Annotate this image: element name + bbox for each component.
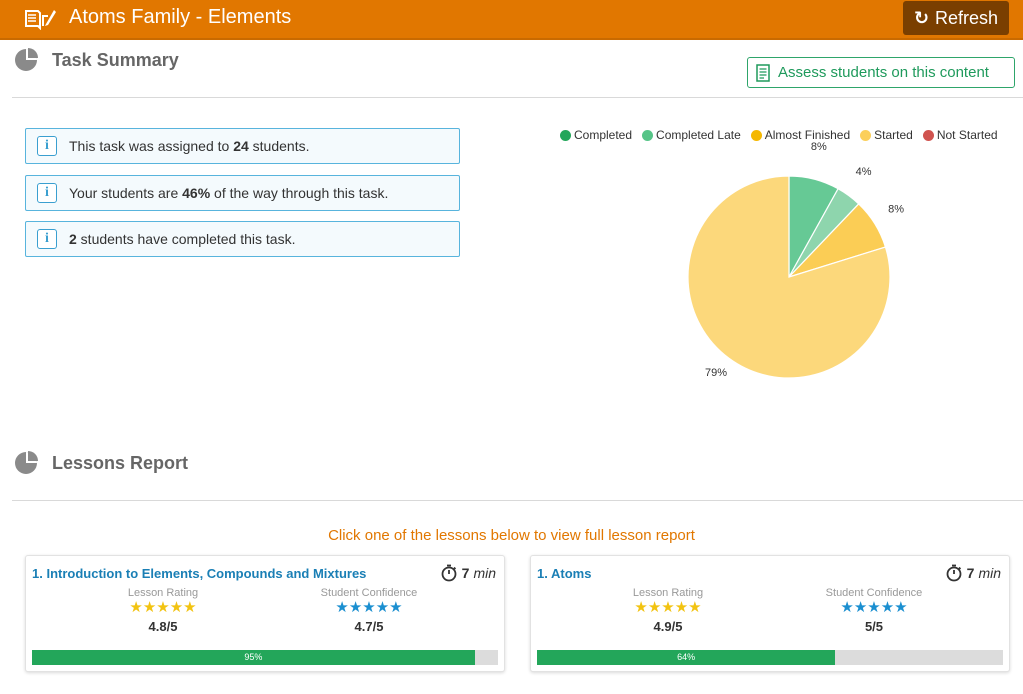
lessons-report-heading: Lessons Report: [12, 449, 188, 477]
pie-label: 8%: [888, 203, 904, 215]
legend-label: Started: [874, 128, 913, 142]
pie-slice: [687, 175, 891, 379]
info-text: 2 students have completed this task.: [69, 231, 296, 247]
legend-label: Not Started: [936, 128, 998, 142]
stopwatch-icon: [946, 564, 962, 582]
info-text: This task was assigned to 24 students.: [69, 138, 310, 154]
task-summary-title: Task Summary: [52, 49, 179, 70]
progress-pie-chart: 8% 4% 8% 79%: [687, 141, 904, 379]
document-icon: [756, 63, 770, 82]
rating-stars: ★★★★★: [129, 599, 197, 616]
confidence-stars: ★★★★★: [840, 599, 908, 616]
lesson-title-link[interactable]: 1. Introduction to Elements, Compounds a…: [32, 566, 367, 581]
pie-label: 79%: [705, 367, 727, 379]
book-edit-icon: [25, 10, 56, 30]
lesson-card[interactable]: 1. Atoms 7 min Lesson Rating ★★★★★ 4.9/5 …: [530, 555, 1010, 672]
pie-chart-icon: [15, 451, 38, 474]
info-progress: i Your students are 46% of the way throu…: [25, 175, 460, 211]
rating-stars: ★★★★★: [634, 599, 702, 616]
legend-swatch: [560, 129, 571, 141]
task-summary-heading: Task Summary: [12, 46, 179, 74]
pie-label: 4%: [856, 166, 872, 178]
info-icon: i: [37, 183, 57, 203]
lesson-progress-bar: 95%: [32, 650, 498, 665]
assess-students-button[interactable]: Assess students on this content: [747, 57, 1015, 88]
lesson-rating: Lesson Rating ★★★★★ 4.8/5: [73, 587, 253, 634]
info-icon: i: [37, 136, 57, 156]
legend-label: Almost Finished: [764, 128, 851, 142]
pie-label: 8%: [811, 141, 827, 153]
chart-legend: Completed Completed Late Almost Finished St…: [560, 128, 998, 142]
lesson-progress-bar: 64%: [537, 650, 1003, 665]
legend-swatch: [860, 129, 872, 141]
progress-fill: 95%: [32, 650, 475, 665]
legend-swatch: [922, 129, 934, 141]
confidence-stars: ★★★★★: [335, 599, 403, 616]
legend-label: Completed Late: [656, 128, 741, 142]
progress-fill: 64%: [537, 650, 836, 665]
legend-item: Not Started: [922, 128, 998, 142]
lessons-prompt: Click one of the lessons below to view f…: [328, 527, 695, 544]
page-title: Atoms Family - Elements: [69, 6, 292, 28]
refresh-label: Refresh: [935, 7, 999, 28]
legend-swatch: [642, 129, 654, 141]
legend-item: Almost Finished: [750, 128, 851, 142]
legend-item: Completed: [560, 128, 632, 142]
student-confidence: Student Confidence ★★★★★ 4.7/5: [279, 587, 459, 634]
assess-label: Assess students on this content: [778, 64, 989, 81]
pie-chart-icon: [15, 48, 38, 71]
divider: [12, 500, 1023, 501]
lesson-duration: 7 min: [440, 564, 496, 582]
legend-item: Started: [860, 128, 913, 142]
lesson-duration: 7 min: [945, 564, 1001, 582]
lesson-card[interactable]: 1. Introduction to Elements, Compounds a…: [25, 555, 505, 672]
lesson-title-link[interactable]: 1. Atoms: [537, 566, 592, 581]
refresh-button[interactable]: ↻ Refresh: [903, 1, 1009, 35]
legend-item: Completed Late: [642, 128, 741, 142]
info-text: Your students are 46% of the way through…: [69, 185, 389, 201]
info-completed: i 2 students have completed this task.: [25, 221, 460, 257]
info-assigned: i This task was assigned to 24 students.: [25, 128, 460, 164]
legend-swatch: [750, 129, 762, 141]
student-confidence: Student Confidence ★★★★★ 5/5: [784, 587, 964, 634]
divider: [12, 97, 1023, 98]
legend-label: Completed: [574, 128, 633, 142]
refresh-icon: ↻: [913, 7, 930, 28]
lesson-rating: Lesson Rating ★★★★★ 4.9/5: [578, 587, 758, 634]
lessons-report-title: Lessons Report: [52, 452, 189, 473]
header-bar: Atoms Family - Elements ↻ Refresh: [0, 0, 1023, 40]
stopwatch-icon: [441, 564, 457, 582]
info-icon: i: [37, 229, 57, 249]
